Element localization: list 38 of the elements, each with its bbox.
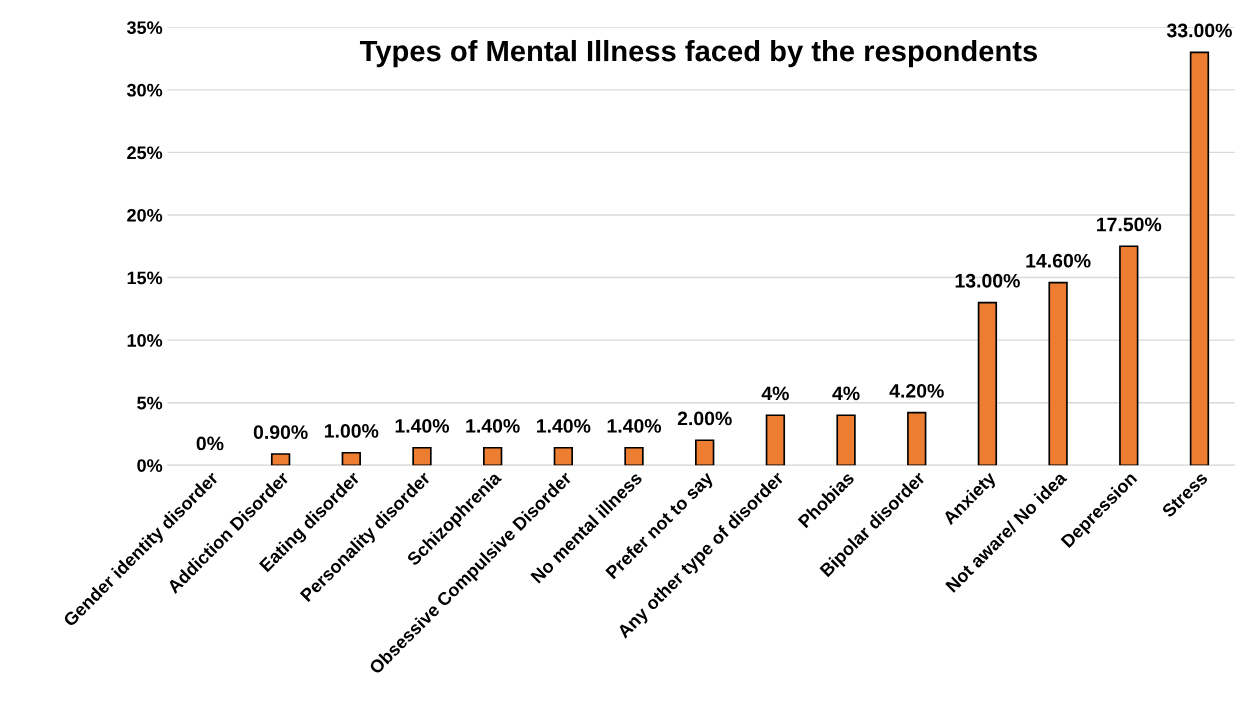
bar — [1189, 51, 1210, 466]
y-tick-label: 15% — [127, 271, 163, 285]
bar — [1119, 245, 1139, 466]
bar — [977, 301, 998, 466]
data-label: 1.40% — [466, 419, 520, 433]
data-label: 2.00% — [677, 411, 732, 426]
data-label: 4.20% — [889, 383, 944, 398]
y-tick-label: 35% — [126, 21, 163, 35]
bar — [341, 451, 361, 466]
bar — [695, 439, 715, 466]
data-label: 0% — [196, 436, 224, 451]
y-tick-label: 30% — [126, 83, 163, 97]
bar — [624, 446, 644, 466]
bar — [836, 414, 856, 466]
bar — [412, 446, 432, 466]
data-label: 33.00% — [1166, 23, 1232, 38]
bar — [907, 411, 927, 466]
data-label: 1.00% — [324, 424, 379, 438]
data-label: 0.90% — [253, 425, 308, 440]
y-tick-label: 20% — [127, 208, 163, 222]
data-label: 1.40% — [395, 419, 450, 433]
data-label: 17.50% — [1097, 217, 1162, 232]
bar — [482, 446, 503, 466]
data-label: 4% — [832, 386, 860, 401]
y-tick-label: 25% — [127, 146, 163, 160]
bar — [1048, 281, 1068, 466]
bar — [553, 446, 574, 466]
bar — [270, 453, 291, 466]
data-label: 1.40% — [537, 419, 591, 433]
bar — [765, 414, 786, 466]
y-tick-label: 0% — [137, 459, 163, 472]
data-label: 1.40% — [607, 419, 662, 433]
data-label: 13.00% — [955, 273, 1020, 288]
data-label: 4% — [761, 386, 789, 401]
y-tick-label: 10% — [127, 334, 163, 347]
chart-title: Types of Mental Illness faced by the respondents — [359, 39, 1038, 68]
data-label: 14.60% — [1026, 253, 1091, 268]
y-tick-label: 5% — [137, 396, 163, 410]
